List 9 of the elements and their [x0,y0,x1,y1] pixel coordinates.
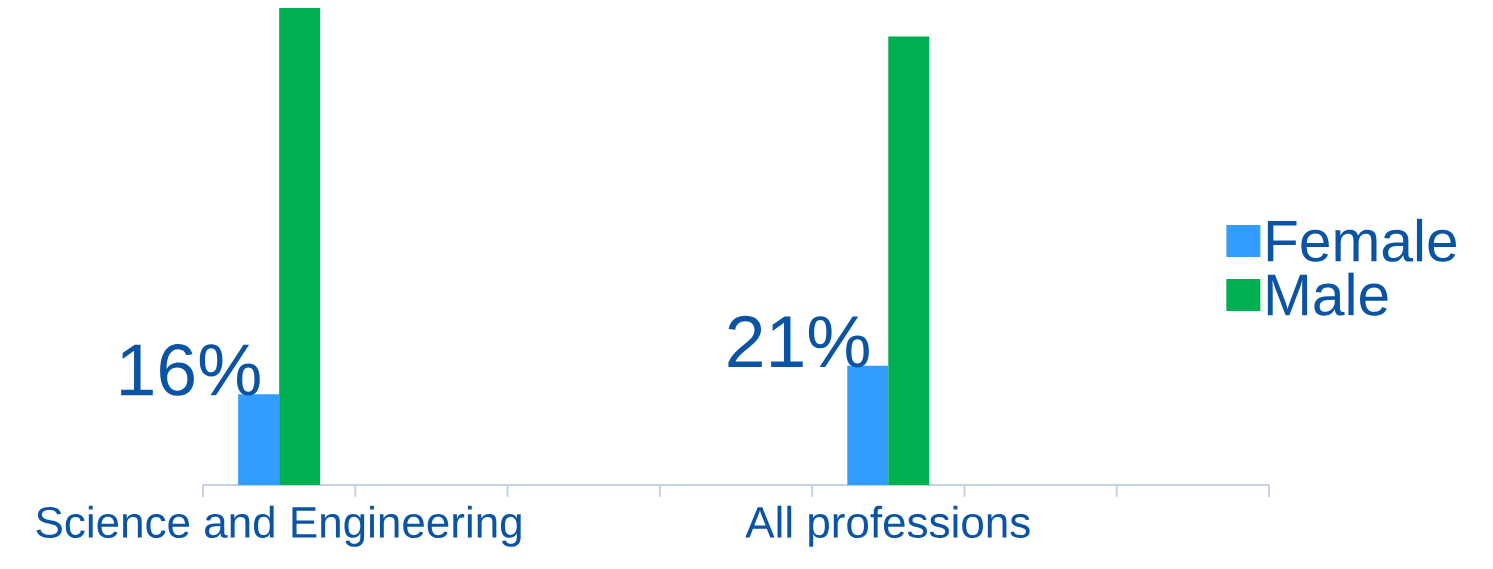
legend-label: Male [1267,272,1388,316]
x-tick-label: All professions [745,505,1030,547]
bar [279,8,321,485]
data-label: 21% [728,315,869,368]
legend-label: Female [1267,218,1457,262]
data-label: 16% [121,343,260,396]
x-tick-label: Science and Engineering [36,505,521,547]
bar [888,36,930,485]
bar [238,394,280,485]
